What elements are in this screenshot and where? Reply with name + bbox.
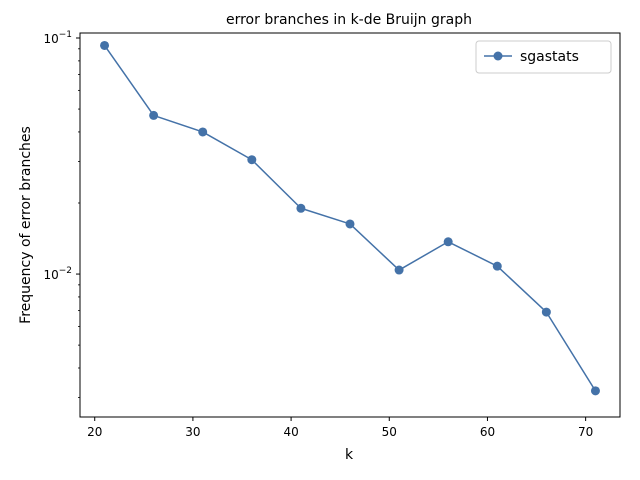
legend-label-sgastats: sgastats (520, 49, 579, 65)
data-point (247, 155, 257, 165)
y-tick-label: 10−2 (43, 266, 72, 282)
x-tick-label: 30 (185, 425, 200, 439)
data-point (345, 219, 355, 229)
series-layer (100, 40, 600, 396)
x-tick-label: 70 (578, 425, 593, 439)
data-point (394, 265, 404, 275)
x-axis-label: k (345, 447, 354, 463)
axis-ticks: 20 30 40 50 60 70 10−2 10−1 (43, 30, 593, 439)
x-tick-label: 60 (480, 425, 495, 439)
chart-title: error branches in k-de Bruijn graph (226, 12, 472, 28)
x-tick-label: 40 (283, 425, 298, 439)
data-point (590, 386, 600, 396)
data-point (296, 203, 306, 213)
x-tick-label: 50 (382, 425, 397, 439)
data-point (100, 40, 110, 50)
data-point (492, 261, 502, 271)
data-point (149, 110, 159, 120)
y-axis-label: Frequency of error branches (18, 126, 34, 324)
y-tick-label: 10−1 (43, 30, 72, 46)
data-point (443, 237, 453, 247)
data-point (198, 127, 208, 137)
legend-box (475, 40, 612, 74)
x-tick-label: 20 (87, 425, 102, 439)
legend: sgastats (475, 40, 612, 74)
legend-marker (493, 51, 503, 61)
plot-frame (79, 32, 621, 418)
data-point (541, 307, 551, 317)
